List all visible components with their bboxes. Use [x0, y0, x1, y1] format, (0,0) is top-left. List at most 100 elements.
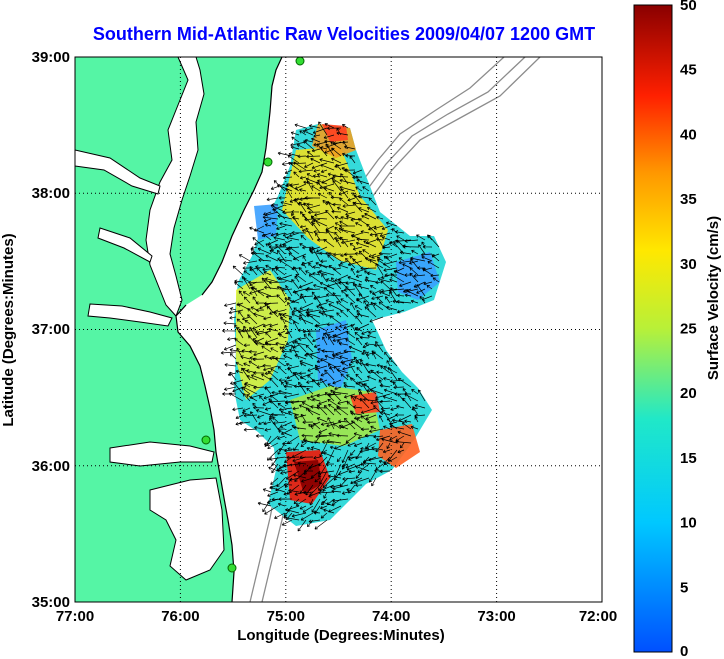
velocity-vector [355, 373, 363, 381]
velocity-vector [265, 277, 279, 283]
velocity-vector [283, 491, 293, 496]
velocity-vector [301, 433, 314, 438]
velocity-vector [263, 442, 272, 446]
velocity-vector [268, 398, 279, 409]
velocity-vector [347, 276, 363, 283]
velocity-vector [243, 270, 251, 276]
velocity-vector [358, 388, 363, 395]
velocity-vector [253, 405, 265, 410]
velocity-vector [297, 519, 307, 532]
velocity-vector [327, 252, 342, 262]
velocity-vector [224, 363, 237, 367]
velocity-vector [313, 344, 321, 348]
velocity-vector [279, 317, 293, 325]
velocity-vector [384, 273, 398, 278]
velocity-vector [376, 215, 384, 220]
velocity-vector [311, 148, 321, 153]
velocity-vector [327, 403, 335, 409]
velocity-vector [357, 435, 370, 440]
velocity-vector [253, 385, 265, 390]
velocity-vector [325, 299, 335, 304]
velocity-vector [420, 252, 433, 257]
velocity-vector [323, 186, 335, 192]
albemarle-sound [109, 441, 215, 467]
velocity-vector [284, 325, 293, 339]
velocity-vector [313, 141, 328, 147]
velocity-vector [264, 211, 279, 217]
y-axis: 39:00 38:00 37:00 36:00 35:00 Latitude (… [0, 49, 70, 611]
velocity-vector [311, 246, 321, 262]
x-tick-label: 75:00 [267, 608, 305, 625]
velocity-vector [373, 225, 384, 230]
velocity-vector [241, 411, 251, 416]
velocity-vector [346, 331, 356, 339]
velocity-vector [269, 414, 279, 419]
velocity-vector [413, 274, 426, 278]
velocity-vector [332, 180, 342, 192]
velocity-vector [265, 331, 272, 339]
james-river [87, 303, 173, 327]
velocity-vector [367, 370, 377, 374]
velocity-vector [383, 388, 398, 395]
velocity-vector [291, 512, 307, 518]
velocity-vector [291, 345, 300, 360]
velocity-vector [350, 267, 356, 276]
velocity-vector [318, 433, 335, 438]
velocity-vector [345, 281, 356, 285]
velocity-vector [352, 169, 363, 175]
velocity-vector [295, 273, 307, 283]
velocity-vector [312, 397, 321, 402]
velocity-vector [422, 268, 433, 276]
velocity-vector [369, 428, 384, 433]
velocity-vector [254, 239, 265, 246]
colorbar-tick-label: 30 [680, 256, 697, 273]
velocity-vector [419, 295, 426, 304]
velocity-vector [380, 280, 391, 290]
velocity-vector [278, 497, 293, 502]
velocity-vector [291, 230, 307, 235]
velocity-vector [332, 379, 342, 385]
velocity-vector [270, 232, 279, 237]
velocity-vector [414, 404, 426, 409]
velocity-vector [294, 290, 300, 297]
velocity-vector [379, 383, 391, 388]
velocity-vector [243, 260, 258, 265]
velocity-vector [268, 245, 286, 249]
velocity-vector [368, 456, 384, 462]
velocity-vector [356, 337, 363, 346]
velocity-vector [367, 420, 377, 425]
velocity-vector [391, 418, 405, 423]
velocity-vector [362, 461, 377, 465]
velocity-vector [321, 500, 335, 507]
velocity-vector [401, 422, 412, 430]
velocity-vector [298, 381, 307, 395]
velocity-vector [328, 265, 342, 276]
velocity-vector [331, 177, 342, 185]
velocity-vector [232, 407, 244, 412]
pamlico-sound [149, 477, 225, 581]
velocity-vector [308, 124, 321, 129]
plot-border [74, 56, 603, 603]
velocity-vector [332, 484, 349, 491]
velocity-vector [322, 199, 328, 206]
velocity-vector [421, 255, 433, 262]
velocity-vector [335, 164, 342, 171]
velocity-vector [309, 353, 321, 360]
velocity-vector [247, 314, 258, 325]
velocity-vector [273, 236, 286, 241]
velocity-vector [286, 183, 300, 192]
velocity-vector [276, 294, 286, 304]
velocity-vector [318, 463, 328, 478]
velocity-vector [316, 417, 328, 423]
velocity-vector [412, 406, 419, 416]
velocity-vector [386, 305, 398, 311]
velocity-vector [263, 421, 272, 426]
velocity-vector [326, 229, 335, 241]
velocity-vector [360, 266, 377, 271]
velocity-vector [369, 388, 384, 395]
velocity-vector [299, 360, 314, 367]
velocity-vector [336, 456, 342, 463]
velocity-vector [316, 238, 327, 242]
velocity-vector [276, 249, 286, 262]
velocity-vector [298, 267, 307, 276]
